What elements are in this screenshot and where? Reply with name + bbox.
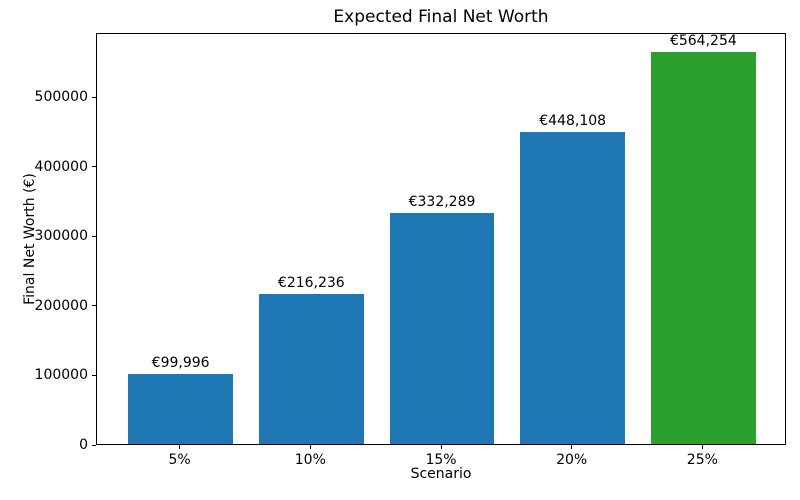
x-axis-label: Scenario xyxy=(410,466,472,482)
x-tick-mark xyxy=(571,445,573,449)
y-tick-mark xyxy=(92,96,96,98)
bar-value-label: €99,996 xyxy=(151,355,210,372)
x-tick-mark xyxy=(440,445,442,449)
y-tick-mark xyxy=(92,305,96,307)
y-tick-mark xyxy=(92,374,96,376)
bar xyxy=(520,132,625,444)
x-tick-label: 20% xyxy=(556,452,588,468)
bar xyxy=(259,293,364,444)
bar xyxy=(128,374,233,444)
plot-area: €99,996 €216,236 €332,289 €448,108 €564,254 xyxy=(96,33,786,445)
x-tick-label: 25% xyxy=(686,452,718,468)
y-tick-label: 500000 xyxy=(34,89,88,106)
bar-value-label: €332,289 xyxy=(408,193,476,210)
y-tick-label: 300000 xyxy=(34,228,88,245)
x-tick-mark xyxy=(309,445,311,449)
y-tick-label: 200000 xyxy=(34,297,88,314)
y-tick-mark xyxy=(92,235,96,237)
x-tick-label: 10% xyxy=(294,452,326,468)
x-tick-mark xyxy=(179,445,181,449)
y-tick-label: 100000 xyxy=(34,367,88,384)
bar xyxy=(651,51,756,444)
y-tick-mark xyxy=(92,166,96,168)
bar-value-label: €216,236 xyxy=(277,274,345,291)
x-tick-mark xyxy=(701,445,703,449)
x-tick-label: 5% xyxy=(168,452,191,468)
y-tick-label: 0 xyxy=(79,437,88,453)
bar-value-label: €448,108 xyxy=(539,113,607,130)
y-tick-label: 400000 xyxy=(34,158,88,175)
chart-title: Expected Final Net Worth xyxy=(333,7,549,27)
y-tick-mark xyxy=(92,444,96,446)
bar-value-label: €564,254 xyxy=(669,32,737,49)
bar xyxy=(389,212,495,444)
x-tick-label: 15% xyxy=(425,452,457,468)
